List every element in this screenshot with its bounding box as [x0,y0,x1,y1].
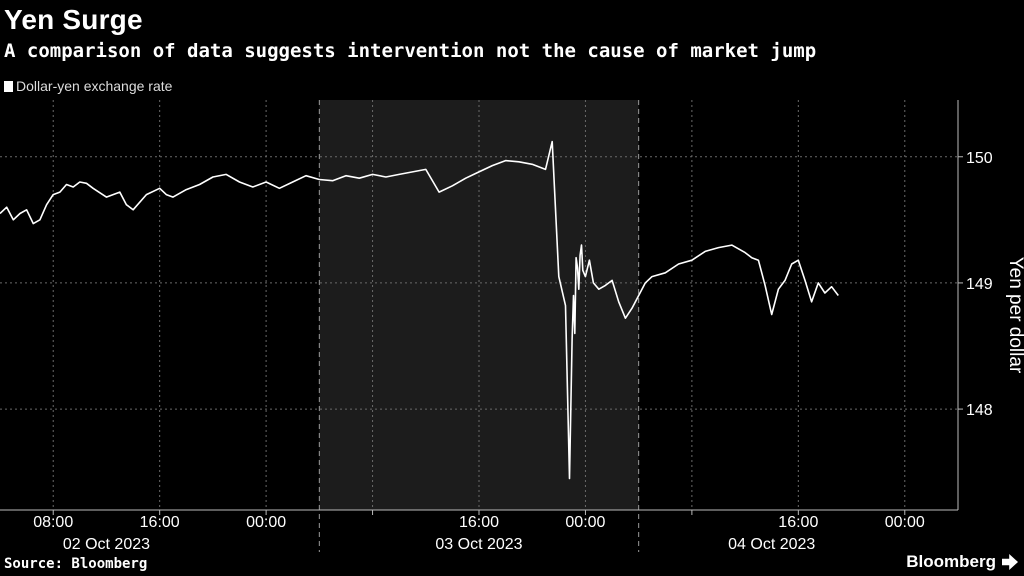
brand-logo: Bloomberg [906,552,996,571]
y-axis-label: Yen per dollar [1005,257,1024,374]
day-label: 03 Oct 2023 [435,536,522,553]
x-tick-labels: 08:00 16:00 00:00 16:00 00:00 16:00 00:00 [33,510,925,531]
chart-subtitle: A comparison of data suggests interventi… [4,40,817,62]
legend-label: Dollar-yen exchange rate [16,78,173,94]
x-tick-label: 16:00 [459,514,499,531]
source-note: Source: Bloomberg [4,556,148,572]
series-line [0,140,839,480]
x-tick-label: 00:00 [565,514,605,531]
y-tick-label: 150 [966,150,993,167]
x-tick-label: 00:00 [885,514,925,531]
day-separators [318,100,640,552]
y-tick-label: 148 [966,402,993,419]
y-tick-labels: 148 149 150 [958,150,993,419]
x-tick-label: 16:00 [140,514,180,531]
x-tick-label: 00:00 [246,514,286,531]
day-label: 04 Oct 2023 [728,536,815,553]
grid [0,100,958,510]
x-tick-label: 16:00 [778,514,818,531]
day-labels: 02 Oct 2023 03 Oct 2023 04 Oct 2023 [63,536,816,553]
y-tick-label: 149 [966,276,993,293]
legend-swatch [4,80,13,92]
day-label: 02 Oct 2023 [63,536,150,553]
legend: Dollar-yen exchange rate [4,78,172,94]
x-tick-label: 08:00 [33,514,73,531]
chart-title: Yen Surge [4,4,143,35]
